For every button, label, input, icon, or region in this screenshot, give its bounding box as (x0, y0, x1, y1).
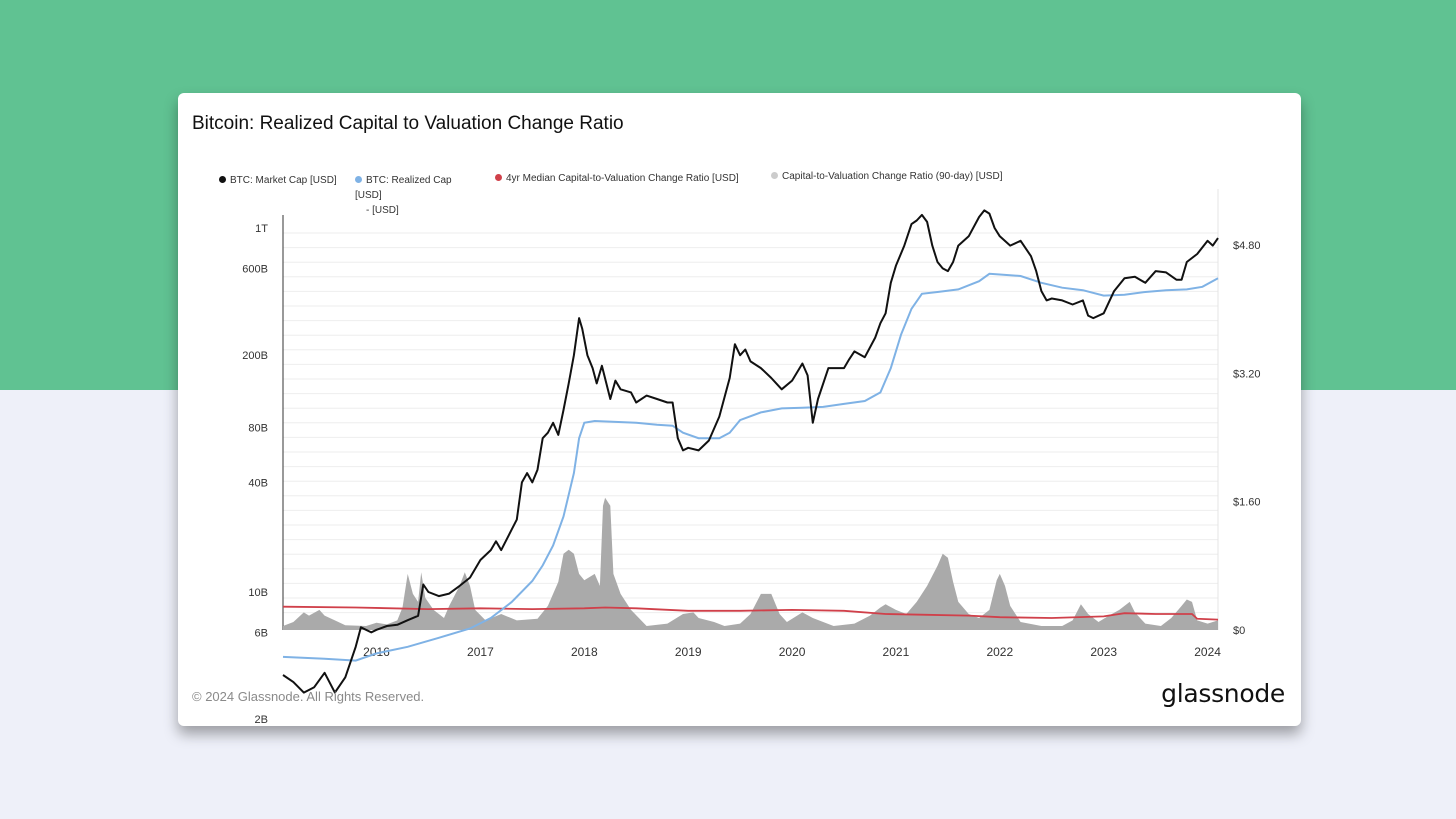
x-tick-label: 2021 (883, 645, 910, 659)
legend-dot-icon (771, 172, 778, 179)
y-left-tick-label: 600B (242, 263, 268, 275)
chart-title: Bitcoin: Realized Capital to Valuation C… (192, 113, 624, 134)
chart-plot: 1T 600B 200B 80B 40B 10B 6B 2B $4.80 $3.20 $1.60 $0… (242, 189, 1261, 726)
legend-item-median-ratio[interactable]: 4yr Median Capital-to-Valuation Change R… (495, 171, 739, 186)
y-left-tick-label: 2B (255, 714, 268, 726)
legend-label-continued: - [USD] (366, 205, 399, 216)
x-tick-label: 2017 (467, 645, 494, 659)
legend-dot-icon (355, 176, 362, 183)
y-left-tick-label: 1T (255, 223, 268, 235)
y-left-tick-label: 80B (248, 423, 268, 435)
legend-label: BTC: Realized Cap [USD] (355, 175, 452, 201)
y-left-tick-label: 40B (248, 477, 268, 489)
x-tick-label: 2024 (1194, 645, 1221, 659)
series-market-cap-line (282, 209, 1219, 694)
legend-label: Capital-to-Valuation Change Ratio (90-da… (782, 171, 1003, 182)
y-right-tick-label: $4.80 (1233, 240, 1261, 252)
y-right-tick-label: $1.60 (1233, 497, 1261, 509)
legend-item-realized-cap[interactable]: BTC: Realized Cap [USD] - [USD] (355, 173, 480, 218)
y-left-tick-label: 200B (242, 350, 268, 362)
series-median-ratio-line (282, 605, 1219, 621)
legend-dot-icon (495, 174, 502, 181)
series-ratio-90d-area (283, 497, 1218, 630)
legend-item-ratio-90d[interactable]: Capital-to-Valuation Change Ratio (90-da… (771, 169, 1002, 184)
chart-card: Bitcoin: Realized Capital to Valuation C… (178, 93, 1301, 726)
copyright-text: © 2024 Glassnode. All Rights Reserved. (192, 689, 425, 704)
y-left-tick-label: 10B (248, 587, 268, 599)
x-tick-label: 2019 (675, 645, 702, 659)
y-right-tick-label: $0 (1233, 625, 1245, 637)
legend-label: BTC: Market Cap [USD] (230, 175, 337, 186)
x-tick-label: 2023 (1090, 645, 1117, 659)
x-tick-label: 2022 (986, 645, 1013, 659)
glassnode-logo: glassnode (1161, 679, 1285, 708)
y-right-tick-label: $3.20 (1233, 368, 1261, 380)
y-left-tick-label: 6B (255, 627, 268, 639)
x-tick-label: 2020 (779, 645, 806, 659)
series-realized-cap-line (282, 272, 1219, 662)
legend-dot-icon (219, 176, 226, 183)
x-tick-label: 2018 (571, 645, 598, 659)
legend-item-market-cap[interactable]: BTC: Market Cap [USD] (219, 173, 337, 188)
legend-label: 4yr Median Capital-to-Valuation Change R… (506, 173, 739, 184)
